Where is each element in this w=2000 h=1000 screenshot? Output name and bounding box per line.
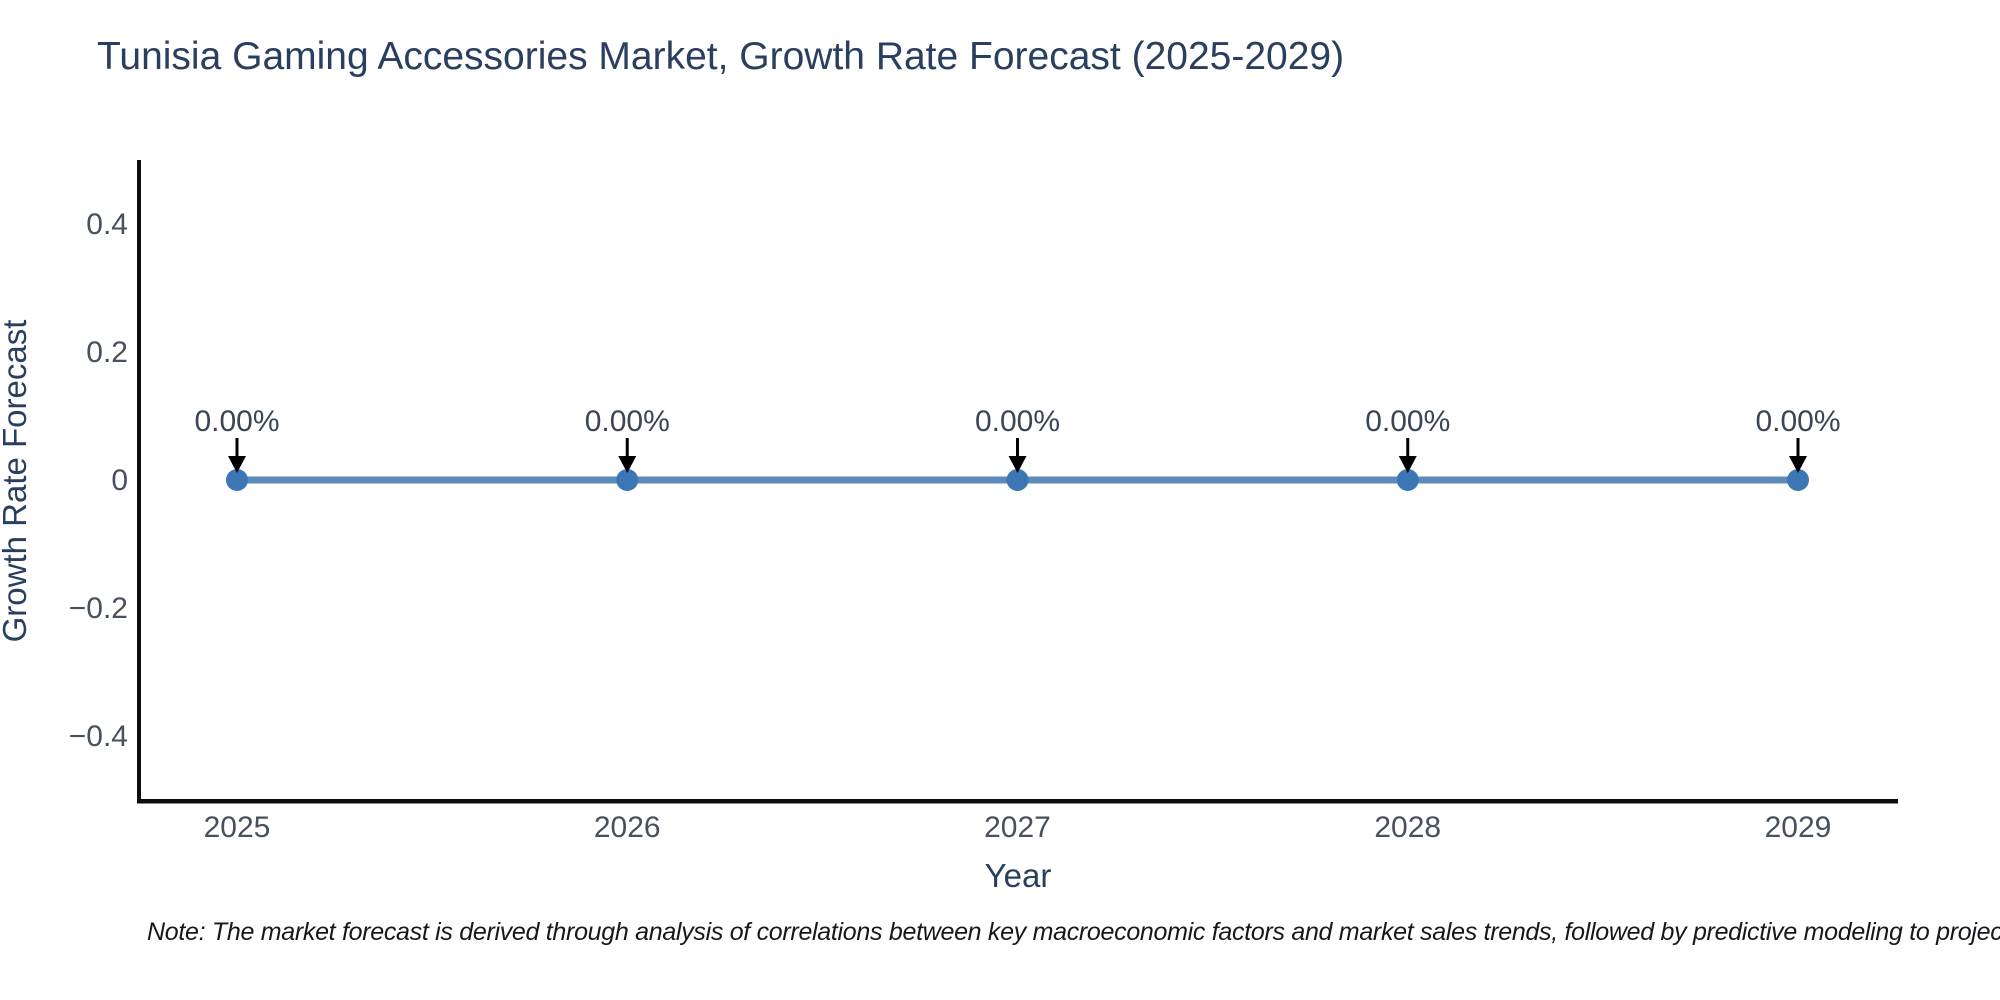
arrow-down-icon <box>1008 456 1027 473</box>
arrow-down-icon <box>1789 456 1807 473</box>
y-axis-ticks: 0.4 0.2 0 −0.2 −0.4 <box>69 208 128 753</box>
arrow-down-icon <box>618 456 637 473</box>
data-point-marker <box>1006 469 1029 491</box>
series-markers <box>226 469 1809 491</box>
annotation-label: 0.00% <box>1755 405 1840 438</box>
x-axis-line <box>137 799 1898 804</box>
annotation-label: 0.00% <box>194 405 279 438</box>
x-tick-label: 2028 <box>1374 811 1441 844</box>
data-point-marker <box>1396 469 1419 491</box>
annotation-label: 0.00% <box>585 405 670 438</box>
x-tick-label: 2029 <box>1765 811 1832 844</box>
x-tick-label: 2027 <box>984 811 1051 844</box>
annotation-label: 0.00% <box>975 405 1060 438</box>
x-tick-label: 2025 <box>204 811 271 844</box>
annotations: 0.00% 0.00% 0.00% 0.00% 0.00% <box>194 405 1841 473</box>
y-axis-line <box>137 160 141 803</box>
y-tick-label: −0.2 <box>69 592 128 625</box>
footnote: Note: The market forecast is derived thr… <box>147 918 2000 946</box>
x-axis-ticks: 2025 2026 2027 2028 2029 <box>204 811 1832 844</box>
arrow-down-icon <box>228 456 246 473</box>
chart-title: Tunisia Gaming Accessories Market, Growt… <box>97 35 1344 78</box>
y-axis-title: Growth Rate Forecast <box>0 320 33 643</box>
annotation-label: 0.00% <box>1365 405 1450 438</box>
y-tick-label: 0.4 <box>86 208 128 241</box>
y-tick-label: −0.4 <box>69 720 128 753</box>
x-tick-label: 2026 <box>594 811 661 844</box>
data-point-marker <box>1787 469 1809 491</box>
data-point-marker <box>226 469 248 491</box>
data-point-marker <box>616 469 639 491</box>
y-tick-label: 0 <box>111 464 128 497</box>
y-tick-label: 0.2 <box>86 336 128 369</box>
x-axis-title: Year <box>985 857 1052 894</box>
arrow-down-icon <box>1398 456 1417 473</box>
